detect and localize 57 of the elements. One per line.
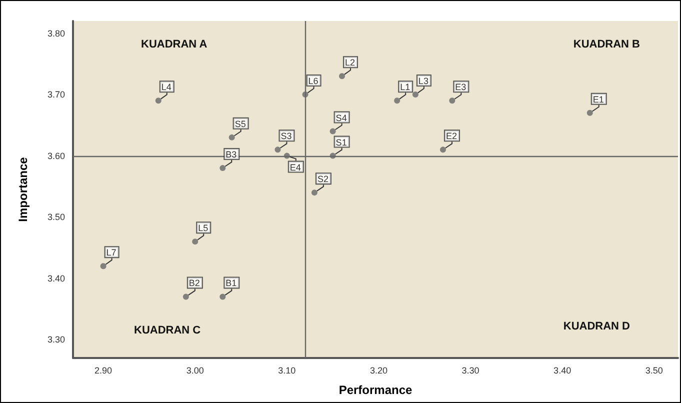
point (100, 263, 106, 270)
data-label: S1 (336, 137, 347, 148)
y-axis-title: Importance (16, 156, 30, 222)
point (412, 92, 418, 98)
y-tick-label: 3.60 (47, 150, 65, 161)
x-tick-label: 3.10 (278, 366, 296, 376)
x-axis-title: Performance (338, 383, 413, 397)
point (311, 190, 318, 196)
x-tick-label: 3.00 (186, 366, 204, 376)
point (284, 152, 290, 159)
data-label: L2 (344, 58, 356, 68)
data-label: B1 (226, 278, 237, 288)
data-label: B3 (226, 150, 237, 160)
data-label: L5 (198, 223, 208, 234)
annotation: KUADRAN A (141, 38, 208, 50)
x-tick-label: 2.90 (94, 366, 112, 376)
data-label: S5 (234, 118, 246, 129)
annotation: KUADRAN C (134, 324, 201, 336)
point (394, 98, 400, 104)
point (228, 134, 235, 140)
point (330, 128, 336, 134)
point (182, 294, 189, 300)
data-label: S3 (280, 131, 292, 142)
point (586, 110, 593, 116)
point (440, 146, 446, 153)
y-tick-label: 3.30 (47, 334, 65, 345)
y-tick-label: 3.80 (47, 28, 65, 38)
annotation: KUADRAN B (573, 38, 640, 50)
data-label: E3 (455, 82, 466, 92)
point (220, 294, 226, 300)
point (220, 165, 226, 172)
y-tick-label: 3.70 (47, 90, 65, 100)
data-label: L3 (418, 76, 428, 86)
annotation: KUADRAN D (563, 320, 630, 332)
x-tick-label: 3.20 (370, 366, 388, 376)
x-tick-label: 3.50 (645, 366, 663, 376)
point (274, 146, 281, 153)
x-tick-label: 3.40 (554, 366, 572, 376)
data-label: L7 (106, 248, 116, 258)
data-label: L6 (308, 76, 318, 86)
point (330, 152, 336, 159)
y-tick-label: 3.40 (47, 273, 65, 284)
y-tick-label: 3.50 (47, 212, 65, 222)
point (449, 98, 456, 104)
data-label: S2 (317, 174, 328, 184)
data-label: S4 (336, 112, 347, 123)
point (302, 92, 308, 98)
data-label: B2 (188, 278, 200, 288)
point (338, 73, 345, 80)
data-label: E2 (446, 131, 457, 142)
data-label: L1 (400, 82, 410, 92)
data-label: L4 (161, 82, 172, 92)
point (192, 238, 198, 245)
x-tick-label: 3.30 (462, 366, 480, 376)
data-label: E4 (290, 162, 301, 172)
data-label: E1 (592, 94, 604, 104)
point (155, 98, 162, 104)
